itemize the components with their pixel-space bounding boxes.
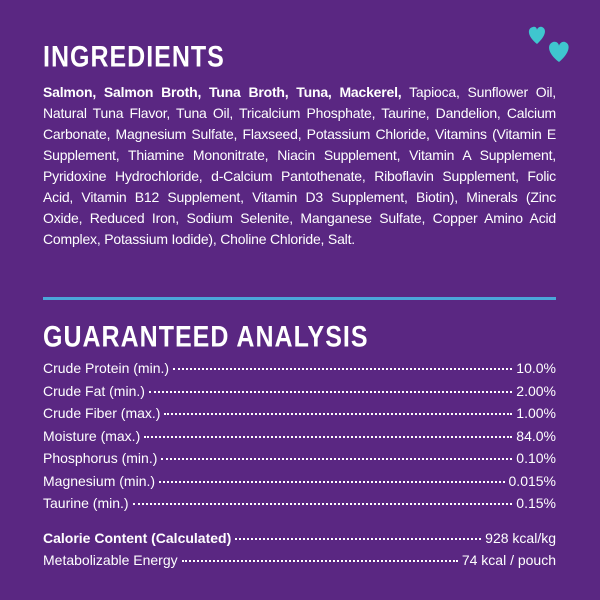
analysis-title: GUARANTEED ANALYSIS	[43, 320, 369, 354]
row-label: Phosphorus (min.)	[43, 450, 158, 466]
analysis-row: Metabolizable Energy 74 kcal / pouch	[43, 552, 556, 575]
row-label: Magnesium (min.)	[43, 472, 156, 489]
row-value: 0.15%	[516, 495, 556, 511]
analysis-row: Crude Fiber (max.) 1.00%	[43, 405, 556, 428]
dot-leader	[173, 368, 513, 370]
row-label: Crude Fiber (max.)	[43, 405, 161, 421]
ingredients-rest: Tapioca, Sunflower Oil, Natural Tuna Fla…	[43, 84, 556, 247]
dot-leader	[164, 413, 513, 415]
ingredients-text: Salmon, Salmon Broth, Tuna Broth, Tuna, …	[43, 82, 556, 250]
analysis-row: Magnesium (min.) 0.015%	[43, 473, 556, 496]
hearts-icon	[528, 26, 569, 62]
row-value: 0.015%	[508, 472, 556, 489]
dot-leader	[144, 435, 513, 438]
row-label: Calorie Content (Calculated)	[43, 529, 232, 546]
divider	[43, 297, 556, 300]
row-value: 0.10%	[516, 450, 556, 466]
dot-leader	[148, 390, 513, 393]
analysis-row: Crude Protein (min.) 10.0%	[43, 360, 556, 383]
dot-leader	[161, 458, 513, 460]
row-value: 2.00%	[516, 382, 556, 399]
dot-leader	[132, 503, 513, 505]
row-value: 1.00%	[516, 405, 556, 421]
analysis-row: Crude Fat (min.) 2.00%	[43, 383, 556, 406]
row-value: 10.0%	[516, 360, 556, 376]
analysis-row: Moisture (max.) 84.0%	[43, 428, 556, 451]
row-value: 928 kcal/kg	[485, 529, 556, 546]
dot-leader	[235, 537, 482, 540]
row-label: Moisture (max.)	[43, 427, 141, 444]
dot-leader	[181, 560, 458, 562]
analysis-row: Phosphorus (min.) 0.10%	[43, 450, 556, 473]
ingredients-title: INGREDIENTS	[43, 40, 225, 74]
row-label: Metabolizable Energy	[43, 552, 178, 568]
row-value: 74 kcal / pouch	[461, 552, 556, 568]
row-value: 84.0%	[516, 427, 556, 444]
dot-leader	[159, 480, 505, 483]
row-label: Taurine (min.)	[43, 495, 129, 511]
ingredients-bold: Salmon, Salmon Broth, Tuna Broth, Tuna, …	[43, 84, 402, 100]
row-label: Crude Protein (min.)	[43, 360, 170, 376]
analysis-row: Taurine (min.) 0.15%	[43, 495, 556, 518]
spacer	[43, 518, 556, 530]
analysis-row: Calorie Content (Calculated) 928 kcal/kg	[43, 530, 556, 553]
row-label: Crude Fat (min.)	[43, 382, 145, 399]
analysis-table: Crude Protein (min.) 10.0% Crude Fat (min.…	[43, 360, 556, 575]
